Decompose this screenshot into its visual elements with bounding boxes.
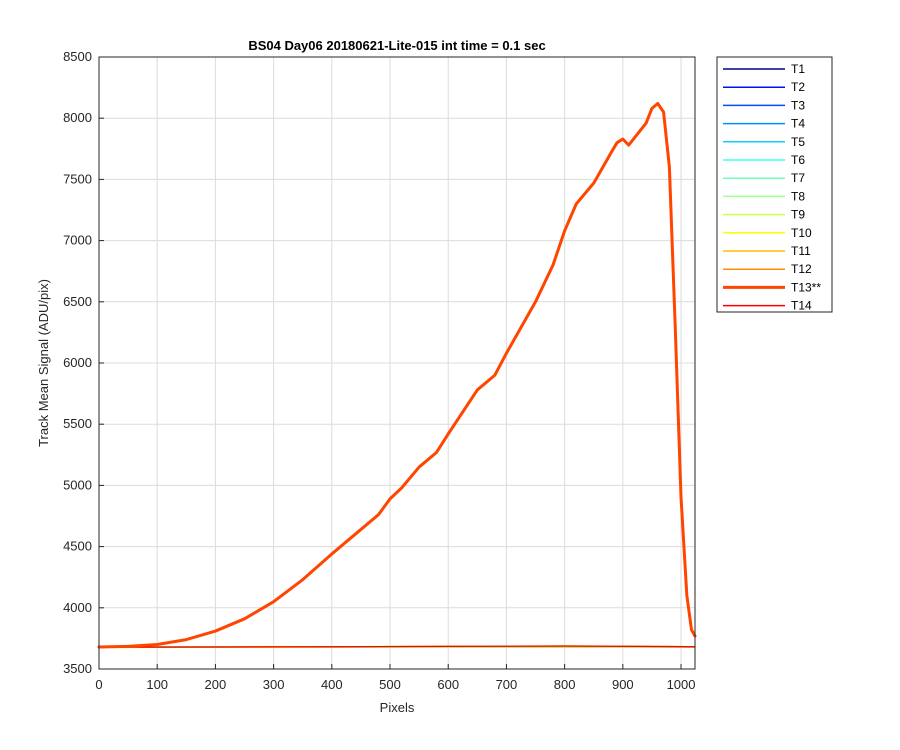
legend-entry-label: T2 (791, 80, 805, 94)
series-line-t13 (97, 102, 697, 649)
x-tick-label: 400 (321, 677, 343, 692)
series-line-t14 (98, 645, 696, 648)
legend-entry-label: T13** (791, 280, 821, 294)
legend-entry-label: T9 (791, 208, 805, 222)
y-axis-ticks: 3500 4000 4500 5000 5500 6000 6500 7000 7500 8000… (63, 49, 104, 676)
legend-box (716, 56, 833, 313)
x-tick-label: 700 (496, 677, 518, 692)
chart-title: BS04 Day06 20180621-Lite-015 int time = … (248, 38, 545, 53)
legend-entry-label: T5 (791, 135, 805, 149)
x-tick-label: 500 (379, 677, 401, 692)
legend-entry-label: T3 (791, 98, 805, 112)
y-tick-label: 7500 (63, 171, 92, 186)
x-tick-label: 100 (146, 677, 168, 692)
y-tick-label: 8500 (63, 49, 92, 64)
y-tick-label: 7000 (63, 233, 92, 248)
y-tick-label: 6500 (63, 294, 92, 309)
legend-entry-label: T10 (791, 226, 812, 240)
x-tick-label: 0 (95, 677, 102, 692)
x-tick-label: 600 (437, 677, 459, 692)
legend: T1 T2 T3 T4 T5 T6 T7 T8 T9 T10 T11 T12 T13** T14 (716, 56, 833, 313)
legend-entry-label: T7 (791, 171, 805, 185)
y-tick-label: 8000 (63, 110, 92, 125)
y-tick-label: 3500 (63, 661, 92, 676)
legend-entry-label: T4 (791, 117, 805, 131)
y-tick-label: 5500 (63, 416, 92, 431)
x-axis-label: Pixels (380, 700, 415, 715)
x-tick-label: 800 (554, 677, 576, 692)
legend-entry-label: T12 (791, 262, 812, 276)
series-lines (97, 102, 697, 649)
legend-entry-label: T11 (791, 244, 811, 258)
y-tick-label: 5000 (63, 477, 92, 492)
x-tick-label: 1000 (667, 677, 696, 692)
legend-entry-label: T8 (791, 189, 805, 203)
y-tick-label: 4000 (63, 600, 92, 615)
y-tick-label: 6000 (63, 355, 92, 370)
x-tick-label: 300 (263, 677, 285, 692)
legend-entry-label: T1 (791, 62, 805, 76)
x-axis-ticks: 0 100 200 300 400 500 600 700 800 900 1000 (95, 664, 695, 692)
grid-lines (99, 57, 695, 669)
legend-entry-label: T14 (791, 299, 812, 313)
x-tick-label: 900 (612, 677, 634, 692)
y-tick-label: 4500 (63, 539, 92, 554)
y-axis-label: Track Mean Signal (ADU/pix) (36, 279, 51, 447)
x-tick-label: 200 (205, 677, 227, 692)
legend-entry-label: T6 (791, 153, 805, 167)
